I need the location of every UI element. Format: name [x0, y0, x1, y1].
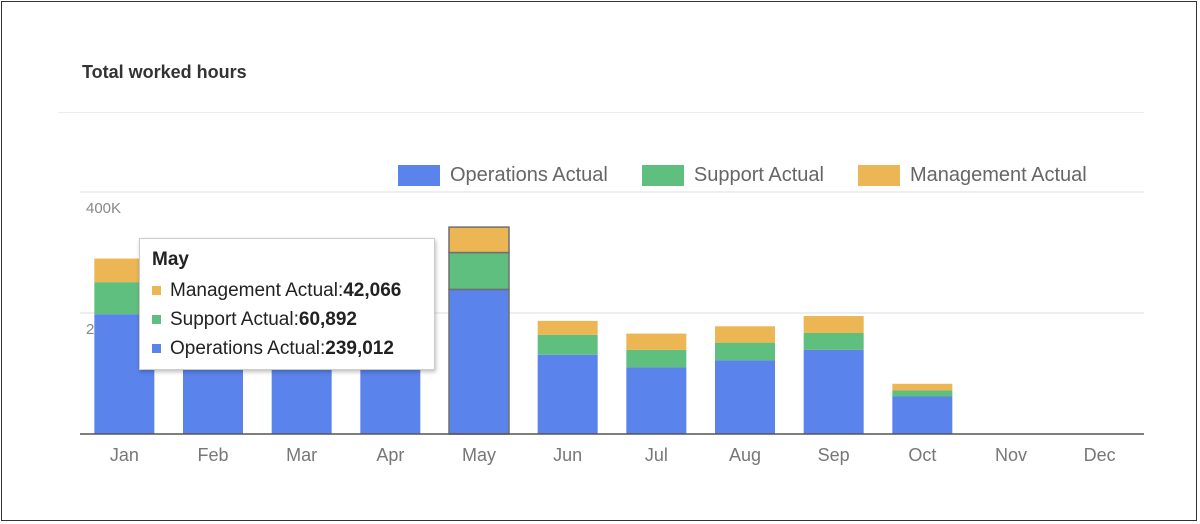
- bar-sep-support[interactable]: [803, 332, 864, 350]
- x-tick-label-sep: Sep: [818, 445, 850, 465]
- x-tick-label-oct: Oct: [908, 445, 936, 465]
- tooltip-value-management: 42,066: [343, 279, 402, 301]
- bar-may-management[interactable]: [448, 226, 510, 254]
- tooltip-value-operations: 239,012: [325, 337, 394, 359]
- tooltip-value-support: 60,892: [298, 308, 357, 330]
- bar-jun-support[interactable]: [537, 334, 598, 355]
- x-tick-label-jan: Jan: [110, 445, 139, 465]
- card-title: Total worked hours: [82, 62, 247, 82]
- legend-label-management: Management Actual: [909, 164, 1087, 186]
- legend-item-support[interactable]: Support Actual: [641, 164, 824, 187]
- legend-item-operations[interactable]: Operations Actual: [398, 164, 608, 187]
- x-tick-label-aug: Aug: [729, 445, 761, 465]
- x-tick-label-apr: Apr: [376, 445, 404, 465]
- bar-oct-support[interactable]: [892, 390, 953, 397]
- bar-jul-management[interactable]: [626, 333, 687, 350]
- legend-swatch-management: [857, 165, 900, 186]
- y-tick-label-400K: 400K: [86, 200, 121, 217]
- tooltip-row-operations: Operations Actual: 239,012: [152, 334, 434, 363]
- title-divider: [58, 112, 1144, 113]
- chart-tooltip: May Management Actual: 42,066 Support Ac…: [139, 238, 435, 370]
- tooltip-label-operations: Operations Actual:: [170, 337, 326, 359]
- bar-aug-support[interactable]: [715, 342, 775, 361]
- bar-jun-management[interactable]: [537, 320, 598, 335]
- bar-sep-operations[interactable]: [803, 349, 864, 434]
- x-tick-label-jun: Jun: [553, 445, 582, 465]
- bar-aug-management[interactable]: [715, 326, 775, 343]
- tooltip-label-support: Support Actual:: [170, 308, 299, 330]
- tooltip-title: May: [152, 249, 189, 270]
- tooltip-row-management: Management Actual: 42,066: [152, 276, 434, 305]
- bar-sep-management[interactable]: [803, 316, 864, 333]
- bar-may-operations[interactable]: [448, 288, 510, 435]
- tooltip-row-support: Support Actual: 60,892: [152, 305, 434, 334]
- tooltip-dot-operations: [152, 344, 161, 353]
- bar-jul-support[interactable]: [626, 349, 687, 368]
- bar-jun-operations[interactable]: [537, 354, 598, 434]
- x-tick-label-nov: Nov: [995, 445, 1027, 465]
- x-tick-label-jul: Jul: [645, 445, 668, 465]
- bar-oct-management[interactable]: [892, 383, 953, 391]
- x-tick-label-feb: Feb: [197, 445, 228, 465]
- bar-aug-operations[interactable]: [715, 360, 775, 434]
- x-tick-label-mar: Mar: [286, 445, 317, 465]
- legend-item-management[interactable]: Management Actual: [857, 164, 1087, 187]
- bar-oct-operations[interactable]: [892, 396, 953, 434]
- legend-swatch-support: [641, 165, 684, 186]
- x-tick-label-dec: Dec: [1084, 445, 1116, 465]
- legend-swatch-operations: [398, 165, 440, 186]
- tooltip-dot-management: [152, 286, 161, 295]
- bar-jul-operations[interactable]: [626, 367, 687, 434]
- legend-label-operations: Operations Actual: [450, 164, 608, 186]
- legend-label-support: Support Actual: [693, 164, 824, 186]
- tooltip-dot-support: [152, 315, 161, 324]
- tooltip-label-management: Management Actual:: [170, 279, 344, 301]
- bar-may-support[interactable]: [448, 251, 510, 291]
- x-tick-label-may: May: [462, 445, 496, 465]
- chart-legend: Operations Actual Support Actual Managem…: [398, 164, 1087, 187]
